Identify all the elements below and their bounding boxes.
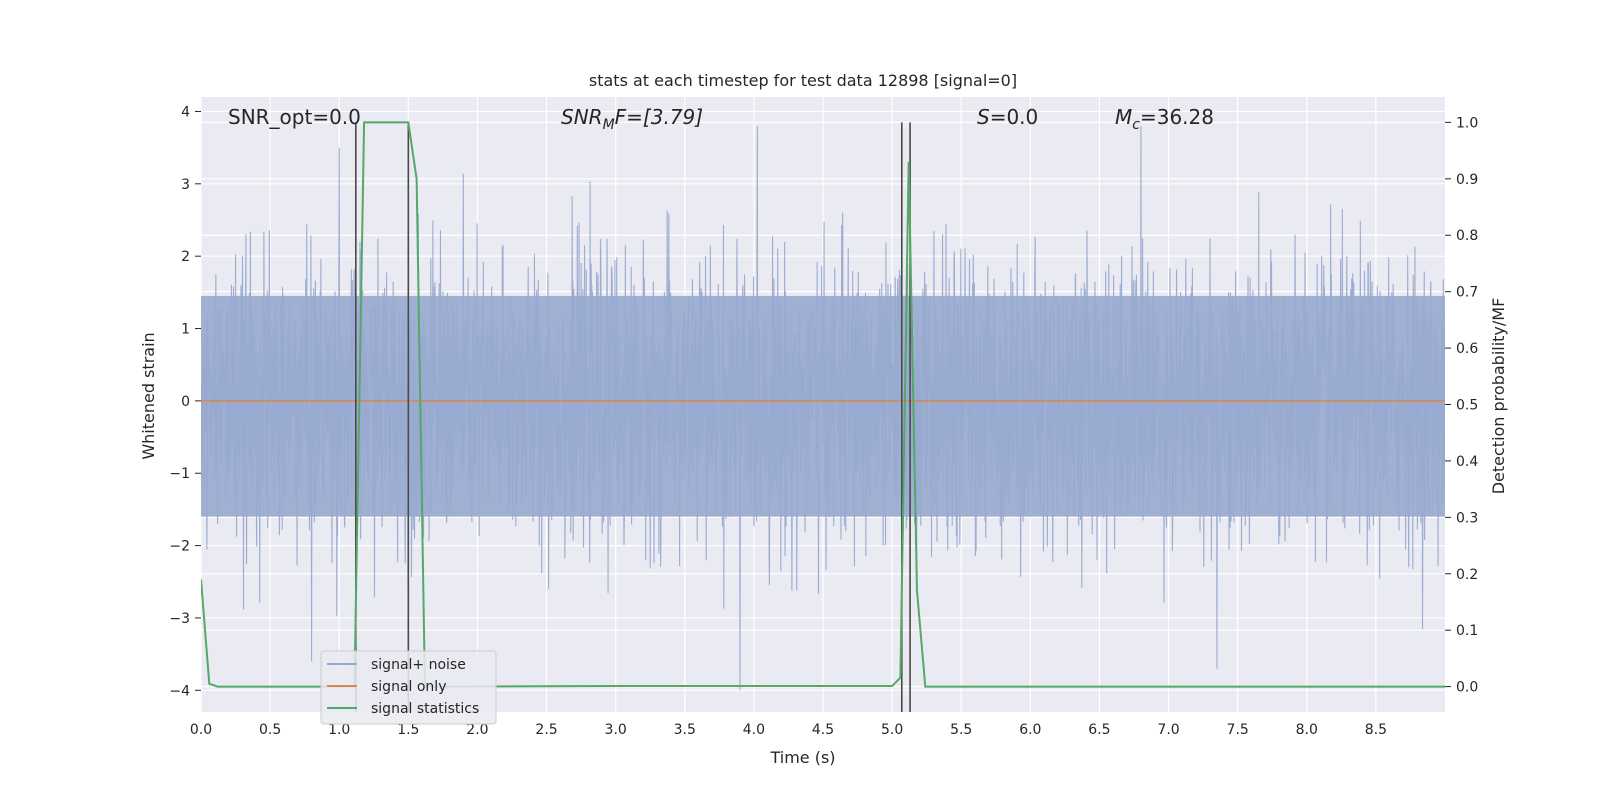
right-y-ticks: 1.0 0.9 0.8 0.7 0.6 0.5 0.4 0.3 0.2 0.1 0.0 xyxy=(1445,115,1478,696)
x-tick-label: 5.0 xyxy=(881,722,903,738)
left-y-tick-label: −1 xyxy=(169,466,190,482)
annotation-mc: Mc=36.28 xyxy=(1115,105,1214,133)
x-tick-label: 3.0 xyxy=(605,722,627,738)
x-tick-label: 4.5 xyxy=(812,722,834,738)
x-tick-label: 5.5 xyxy=(950,722,972,738)
x-tick-label: 4.0 xyxy=(743,722,765,738)
s-suffix: =0.0 xyxy=(990,105,1039,129)
legend: signal+ noise signal only signal statist… xyxy=(320,650,497,725)
left-y-axis-label: Whitened strain xyxy=(139,332,158,459)
right-y-tick-label: 0.4 xyxy=(1456,454,1478,470)
annotation-snr-opt: SNR_opt=0.0 xyxy=(228,105,361,129)
x-ticks: 0.0 0.5 1.0 1.5 2.0 2.5 3.0 3.5 4.0 4.5 5.0 5.5 6.0 6… xyxy=(190,722,1387,738)
mc-suffix: =36.28 xyxy=(1140,105,1214,129)
x-tick-label: 2.5 xyxy=(535,722,557,738)
x-tick-label: 0.0 xyxy=(190,722,212,738)
legend-label-signal-statistics: signal statistics xyxy=(371,701,479,717)
left-y-tick-label: −2 xyxy=(169,539,190,555)
legend-box xyxy=(320,650,497,725)
right-y-tick-label: 0.0 xyxy=(1456,680,1478,696)
legend-label-signal-plus-noise: signal+ noise xyxy=(371,657,466,673)
annotation-snr-mf: SNRMF=[3.79] xyxy=(561,105,703,133)
x-tick-label: 6.5 xyxy=(1088,722,1110,738)
x-tick-label: 6.0 xyxy=(1019,722,1041,738)
x-tick-label: 7.5 xyxy=(1227,722,1249,738)
snr-mf-sub: M xyxy=(603,117,615,133)
x-tick-label: 2.0 xyxy=(466,722,488,738)
right-y-tick-label: 0.9 xyxy=(1456,172,1478,188)
snr-mf-prefix: SNR xyxy=(561,105,603,129)
x-tick-label: 7.0 xyxy=(1157,722,1179,738)
right-y-axis-label: Detection probability/MF xyxy=(1489,298,1508,495)
mc-sub: c xyxy=(1132,117,1140,133)
left-y-tick-label: 0 xyxy=(181,394,190,410)
left-y-tick-label: −3 xyxy=(169,611,190,627)
right-y-tick-label: 0.7 xyxy=(1456,285,1478,301)
annotation-s: S=0.0 xyxy=(977,105,1038,129)
right-y-tick-label: 0.2 xyxy=(1456,567,1478,583)
x-tick-label: 3.5 xyxy=(674,722,696,738)
mc-prefix: M xyxy=(1115,105,1132,129)
x-axis-label: Time (s) xyxy=(769,748,835,767)
right-y-tick-label: 0.8 xyxy=(1456,228,1478,244)
snr-mf-suffix: F=[3.79] xyxy=(615,105,703,129)
s-prefix: S xyxy=(977,105,990,129)
left-y-tick-label: 2 xyxy=(181,249,190,265)
x-tick-label: 8.5 xyxy=(1365,722,1387,738)
legend-label-signal-only: signal only xyxy=(371,679,446,695)
x-tick-label: 1.5 xyxy=(397,722,419,738)
right-y-tick-label: 0.1 xyxy=(1456,623,1478,639)
left-y-tick-label: 3 xyxy=(181,177,190,193)
chart-title: stats at each timestep for test data 128… xyxy=(589,71,1017,90)
left-y-tick-label: −4 xyxy=(169,683,190,699)
right-y-tick-label: 1.0 xyxy=(1456,115,1478,131)
x-tick-label: 8.0 xyxy=(1296,722,1318,738)
left-y-tick-label: 4 xyxy=(181,104,190,120)
x-tick-label: 1.0 xyxy=(328,722,350,738)
right-y-tick-label: 0.3 xyxy=(1456,510,1478,526)
left-y-ticks: 4 3 2 1 0 −1 −2 −3 −4 xyxy=(169,104,201,699)
right-y-tick-label: 0.6 xyxy=(1456,341,1478,357)
left-y-tick-label: 1 xyxy=(181,322,190,338)
right-y-tick-label: 0.5 xyxy=(1456,398,1478,414)
x-tick-label: 0.5 xyxy=(259,722,281,738)
